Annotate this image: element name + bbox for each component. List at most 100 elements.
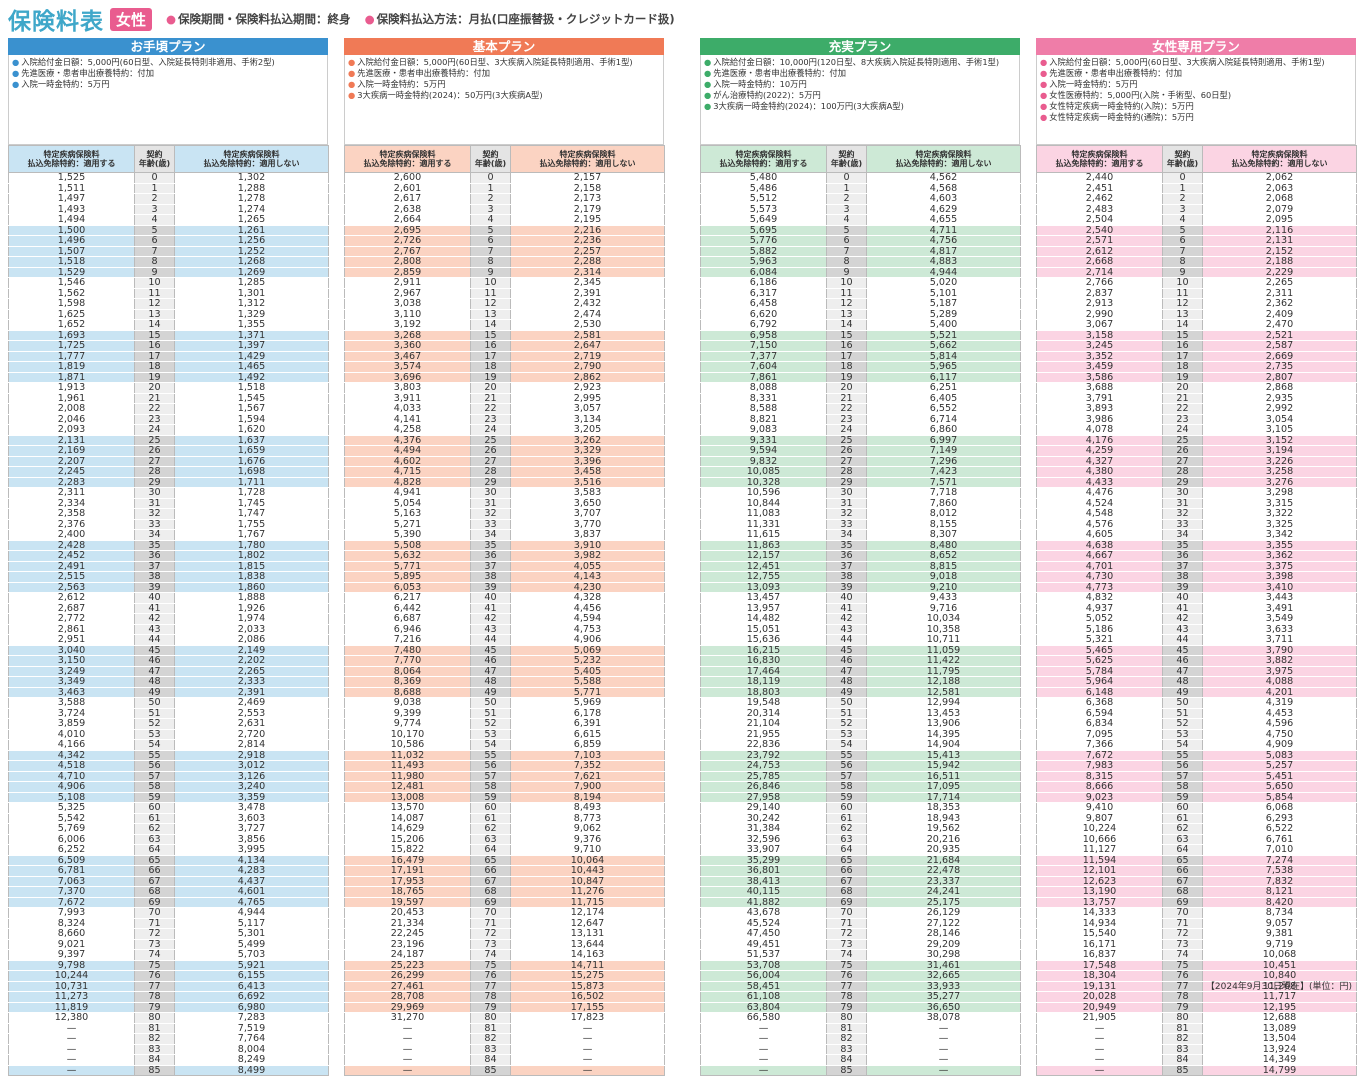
contract-age: 18 <box>826 361 867 373</box>
contract-age: 57 <box>1162 771 1203 782</box>
table-row: 1,819 18 1,465 <box>8 361 329 373</box>
feature-text: 入院一時金特約：5万円 <box>357 78 446 89</box>
premium-with-waiver: 6,834 <box>1036 718 1163 730</box>
premium-with-waiver: 10,596 <box>700 487 827 499</box>
premium-with-waiver: 18,304 <box>1036 970 1163 982</box>
contract-age: 80 <box>1162 1012 1203 1024</box>
contract-age: 20 <box>134 382 175 394</box>
premium-with-waiver: 2,967 <box>344 288 471 299</box>
contract-age: 70 <box>1162 907 1203 919</box>
premium-with-waiver: 2,687 <box>8 603 135 614</box>
contract-age: 80 <box>134 1012 175 1024</box>
premium-without-waiver: 2,179 <box>510 204 665 215</box>
table-row: 16,830 46 11,422 <box>700 655 1021 667</box>
premium-with-waiver: 20,949 <box>1036 1002 1163 1013</box>
table-row: 5,964 48 4,088 <box>1036 676 1357 688</box>
premium-with-waiver: 23,792 <box>700 750 827 761</box>
contract-age: 2 <box>134 193 175 205</box>
table-row: 23,792 55 15,413 <box>700 750 1021 761</box>
premium-without-waiver: 2,807 <box>1202 372 1357 383</box>
contract-age: 56 <box>470 760 511 772</box>
premium-without-waiver: 5,921 <box>174 960 329 971</box>
contract-age: 83 <box>470 1044 511 1055</box>
table-row: 4,710 57 3,126 <box>8 771 329 782</box>
premium-without-waiver: — <box>510 1065 665 1076</box>
premium-without-waiver: 7,900 <box>510 781 665 793</box>
premium-without-waiver: 35,277 <box>866 991 1021 1003</box>
contract-age: 79 <box>134 1002 175 1013</box>
premium-with-waiver: 9,331 <box>700 435 827 446</box>
feature-item: ● 先進医療・患者申出療養特約：付加 <box>704 68 1016 79</box>
premium-with-waiver: 3,688 <box>1036 382 1163 394</box>
premium-with-waiver: 2,601 <box>344 183 471 194</box>
contract-age: 40 <box>134 592 175 604</box>
premium-with-waiver: 21,905 <box>1036 1012 1163 1024</box>
premium-with-waiver: 5,054 <box>344 498 471 509</box>
contract-age: 16 <box>134 340 175 352</box>
table-row: 12,451 37 8,815 <box>700 561 1021 572</box>
premium-without-waiver: 2,530 <box>510 319 665 331</box>
table-row: 13,093 39 9,210 <box>700 582 1021 593</box>
contract-age: 23 <box>134 414 175 425</box>
table-row: 20,314 51 13,453 <box>700 708 1021 719</box>
premium-without-waiver: 3,329 <box>510 445 665 457</box>
footer-note: 【2024年9月30日現在】(単位：円) <box>1205 982 1352 992</box>
payment-note-text: 保険料払込方法：月払(口座振替扱・クレジットカード扱) <box>376 12 675 26</box>
table-row: 2,451 1 2,063 <box>1036 183 1357 194</box>
contract-age: 63 <box>826 834 867 845</box>
table-row: 6,509 65 4,134 <box>8 855 329 866</box>
premium-without-waiver: 4,906 <box>510 634 665 646</box>
premium-with-waiver: 12,755 <box>700 571 827 583</box>
contract-age: 26 <box>470 445 511 457</box>
contract-age: 48 <box>134 676 175 688</box>
contract-age: 50 <box>470 697 511 709</box>
premium-with-waiver: 11,331 <box>700 519 827 530</box>
premium-without-waiver: 8,499 <box>174 1065 329 1076</box>
bullet-dot-icon: ● <box>1040 78 1048 89</box>
premium-without-waiver: 1,711 <box>174 477 329 488</box>
premium-with-waiver: 2,169 <box>8 445 135 457</box>
table-row: 9,083 24 6,860 <box>700 424 1021 436</box>
contract-age: 22 <box>470 403 511 415</box>
table-row: 1,511 1 1,288 <box>8 183 329 194</box>
premium-with-waiver: 1,507 <box>8 246 135 257</box>
premium-with-waiver: 13,570 <box>344 802 471 814</box>
table-row: 5,508 35 3,910 <box>344 540 665 551</box>
premium-with-waiver: 47,450 <box>700 928 827 940</box>
payment-note: ● 保険料払込方法：月払(口座振替扱・クレジットカード扱) <box>365 11 675 27</box>
premium-without-waiver: 8,307 <box>866 529 1021 541</box>
table-row: 15,822 64 9,710 <box>344 844 665 856</box>
premium-without-waiver: 6,522 <box>1202 823 1357 835</box>
table-row: 9,774 52 6,391 <box>344 718 665 730</box>
contract-age: 26 <box>134 445 175 457</box>
table-row: 2,664 4 2,195 <box>344 214 665 226</box>
premium-without-waiver: 11,717 <box>1202 991 1357 1003</box>
premium-without-waiver: 3,057 <box>510 403 665 415</box>
premium-with-waiver: 2,913 <box>1036 298 1163 310</box>
premium-with-waiver: 20,453 <box>344 907 471 919</box>
premium-without-waiver: — <box>866 1065 1021 1076</box>
contract-age: 53 <box>134 729 175 740</box>
table-row: 6,368 50 4,319 <box>1036 697 1357 709</box>
premium-without-waiver: 2,314 <box>510 267 665 278</box>
premium-with-waiver: 25,223 <box>344 960 471 971</box>
contract-age: 6 <box>470 235 511 247</box>
premium-without-waiver: 2,345 <box>510 277 665 289</box>
premium-with-waiver: 21,955 <box>700 729 827 740</box>
contract-age: 77 <box>134 981 175 992</box>
contract-age: 1 <box>1162 183 1203 194</box>
premium-with-waiver: 19,597 <box>344 897 471 908</box>
table-row: 17,464 47 11,795 <box>700 666 1021 677</box>
premium-without-waiver: 1,926 <box>174 603 329 614</box>
table-row: 2,491 37 1,815 <box>8 561 329 572</box>
table-row: 4,605 34 3,342 <box>1036 529 1357 541</box>
premium-with-waiver: 17,191 <box>344 865 471 877</box>
premium-without-waiver: 1,429 <box>174 351 329 362</box>
premium-without-waiver: 3,226 <box>1202 456 1357 467</box>
premium-with-waiver: 4,605 <box>1036 529 1163 541</box>
premium-with-waiver: 1,625 <box>8 309 135 320</box>
table-row: 13,008 59 8,194 <box>344 792 665 803</box>
contract-age: 72 <box>1162 928 1203 940</box>
contract-age: 55 <box>134 750 175 761</box>
premium-without-waiver: 2,068 <box>1202 193 1357 205</box>
